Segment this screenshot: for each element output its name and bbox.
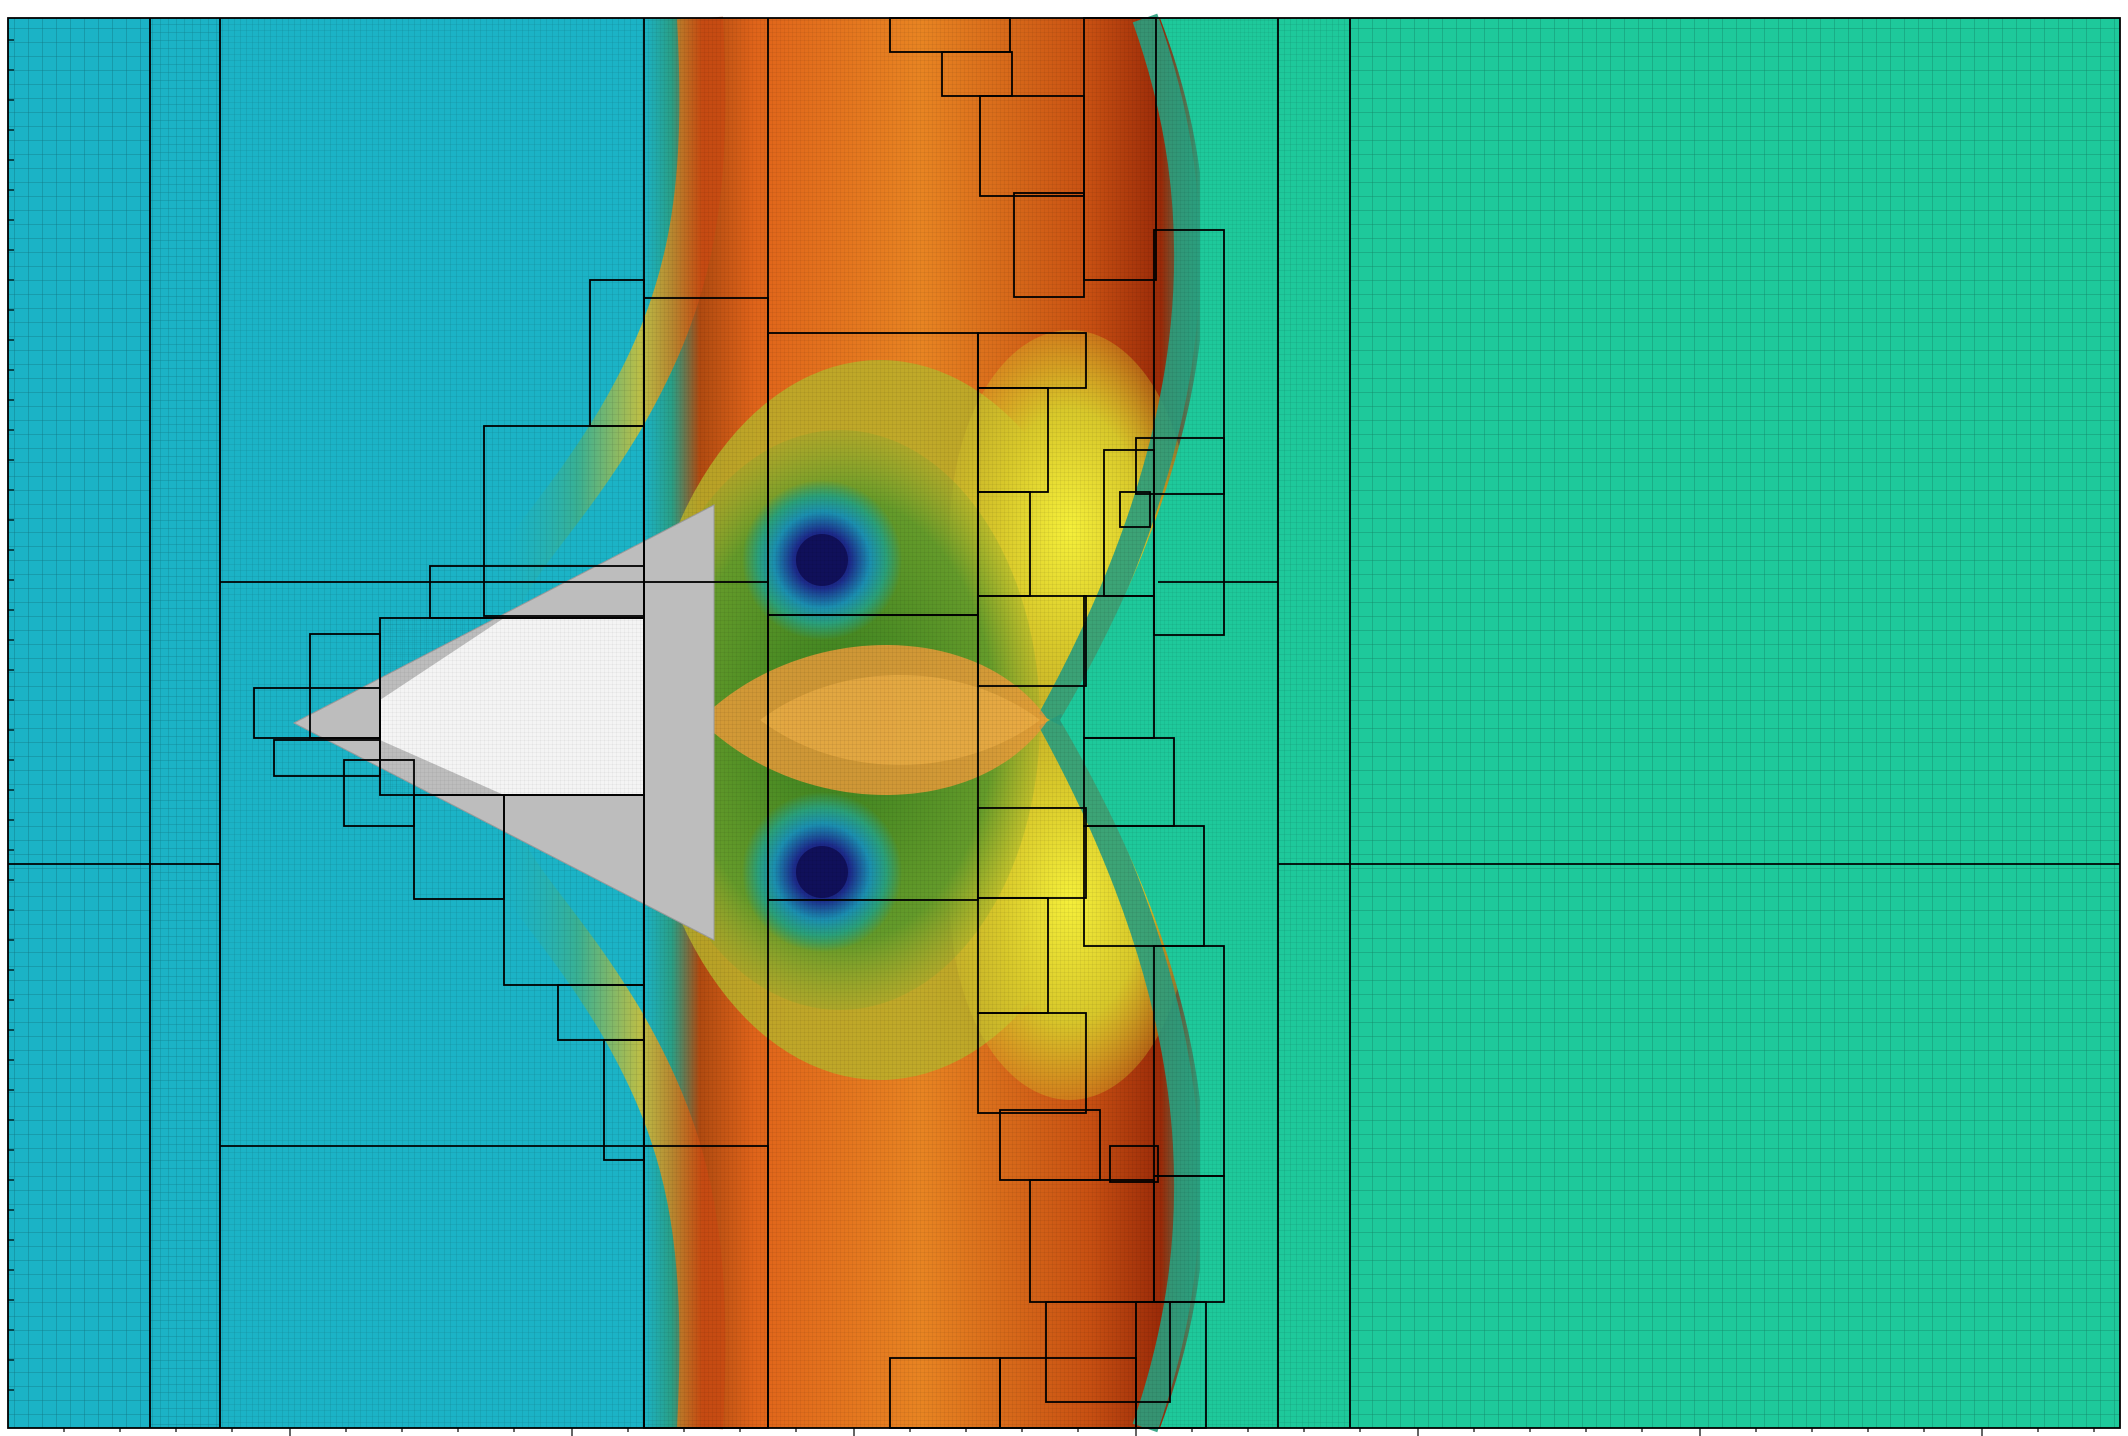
left-axis-ticks: [8, 39, 14, 1391]
amr-block-outlines: [7, 17, 2121, 1429]
bottom-axis-ticks: [63, 1428, 2095, 1436]
